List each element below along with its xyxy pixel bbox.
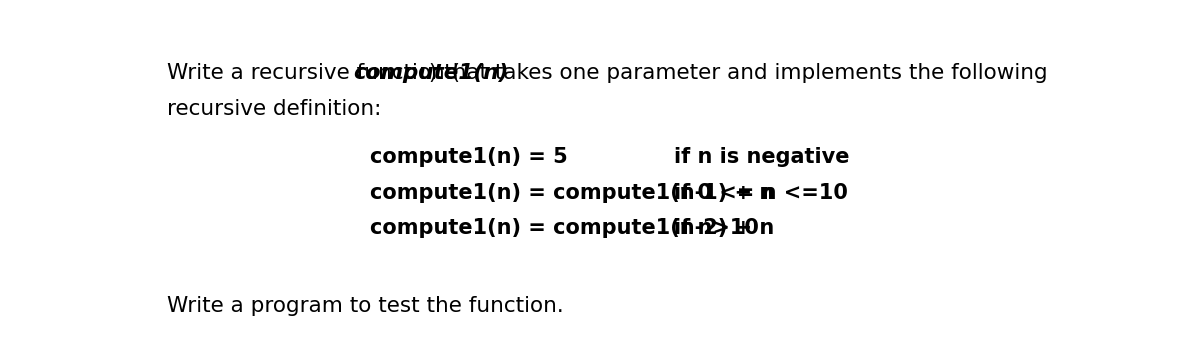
Text: Write a recursive function (: Write a recursive function (: [167, 63, 461, 83]
Text: compute1(n): compute1(n): [353, 63, 508, 83]
Text: compute1(n) = compute1(n-1) + n: compute1(n) = compute1(n-1) + n: [370, 183, 775, 203]
Text: compute1(n) = compute1(n-2) + n: compute1(n) = compute1(n-2) + n: [370, 218, 775, 237]
Text: ) that takes one parameter and implements the following: ) that takes one parameter and implement…: [422, 63, 1047, 83]
Text: recursive definition:: recursive definition:: [167, 99, 382, 119]
Text: if n is negative: if n is negative: [675, 147, 850, 167]
Text: Write a program to test the function.: Write a program to test the function.: [167, 296, 564, 316]
Text: if n>10: if n>10: [675, 218, 759, 237]
Text: compute1(n) = 5: compute1(n) = 5: [370, 147, 568, 167]
Text: if 0 <= n <=10: if 0 <= n <=10: [675, 183, 848, 203]
